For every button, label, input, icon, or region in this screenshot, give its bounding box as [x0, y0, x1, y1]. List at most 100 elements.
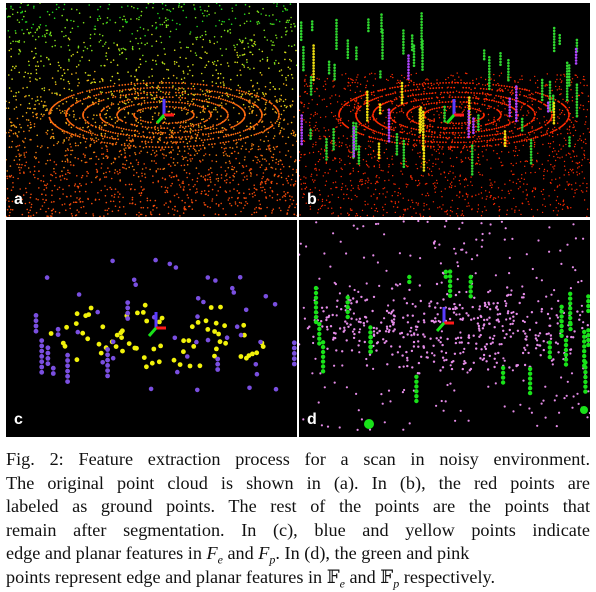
ground-point — [355, 215, 357, 217]
point — [159, 133, 162, 136]
point — [163, 148, 165, 151]
ground-point — [356, 196, 358, 198]
ground-point — [586, 109, 589, 111]
point — [105, 155, 108, 157]
point — [252, 196, 254, 198]
point — [269, 81, 272, 84]
ground-point — [428, 168, 431, 170]
point — [257, 145, 260, 148]
point — [79, 133, 81, 136]
ground-point — [324, 204, 326, 207]
ring-point — [133, 130, 136, 132]
ground-point — [568, 174, 570, 176]
ground-point — [486, 159, 488, 161]
ground-point — [331, 150, 333, 152]
point — [284, 51, 287, 54]
point — [27, 167, 30, 169]
point — [175, 28, 178, 31]
point — [264, 181, 266, 183]
point — [70, 164, 72, 166]
point — [169, 129, 171, 131]
point — [122, 25, 124, 28]
ground-ring — [497, 126, 500, 129]
point — [219, 72, 222, 75]
ground-point — [480, 128, 482, 130]
point — [271, 210, 274, 212]
ground-ring — [518, 93, 521, 96]
ground-point — [543, 168, 546, 171]
point — [76, 51, 79, 53]
point — [251, 112, 253, 114]
ground-point — [450, 165, 452, 167]
point — [163, 63, 166, 65]
point — [128, 137, 130, 139]
point — [142, 28, 145, 30]
point — [6, 175, 8, 178]
ring-point — [149, 121, 152, 124]
ground-ring — [480, 124, 482, 127]
ring-point — [181, 101, 183, 104]
point — [201, 20, 204, 23]
point — [63, 72, 66, 74]
ring-point — [208, 101, 211, 104]
ground-point — [407, 208, 409, 210]
ground-point — [555, 178, 557, 180]
ground-point — [587, 95, 590, 97]
ring-point — [165, 96, 168, 98]
point — [45, 41, 47, 44]
ring-point — [153, 127, 156, 129]
ground-ring — [394, 92, 397, 94]
point — [153, 98, 156, 100]
ring-point — [247, 136, 249, 138]
point — [74, 156, 76, 159]
point — [220, 102, 223, 104]
ground-point — [459, 174, 461, 176]
point — [92, 215, 95, 217]
ring-point — [172, 106, 174, 108]
ground-point — [456, 156, 458, 159]
point — [63, 112, 66, 114]
ground-point — [418, 136, 421, 138]
point — [198, 149, 200, 152]
point — [187, 152, 190, 155]
ground-ring — [491, 134, 494, 136]
point — [294, 133, 297, 136]
ground-point — [572, 116, 574, 119]
ground-point — [423, 81, 425, 84]
ground-point — [392, 76, 394, 79]
ground-point — [512, 173, 514, 176]
ring-point — [100, 99, 103, 102]
point — [90, 181, 93, 184]
ground-ring — [431, 119, 433, 122]
ground-ring — [489, 134, 491, 137]
ground-point — [431, 84, 433, 87]
ground-point — [309, 124, 311, 127]
point — [288, 45, 290, 47]
point — [116, 135, 119, 137]
point — [15, 106, 18, 108]
ground-point — [314, 179, 316, 181]
ground-point — [327, 172, 329, 174]
ground-point — [309, 121, 311, 124]
point — [187, 112, 189, 114]
ground-point — [565, 143, 567, 146]
point — [185, 121, 187, 124]
ground-ring — [425, 103, 428, 106]
point — [114, 193, 116, 196]
point — [84, 122, 87, 124]
point — [221, 105, 223, 107]
ground-point — [326, 105, 328, 108]
ground-point — [402, 214, 405, 216]
ground-point — [585, 190, 588, 192]
ground-point — [524, 165, 526, 167]
point — [218, 95, 220, 98]
point — [278, 123, 280, 126]
ground-point — [399, 111, 401, 113]
ring-point — [126, 139, 128, 142]
ground-ring — [519, 101, 521, 103]
ring-point — [184, 82, 187, 85]
point — [201, 90, 204, 92]
point — [289, 105, 292, 108]
ground-ring — [487, 93, 490, 96]
ring-point — [147, 126, 150, 129]
